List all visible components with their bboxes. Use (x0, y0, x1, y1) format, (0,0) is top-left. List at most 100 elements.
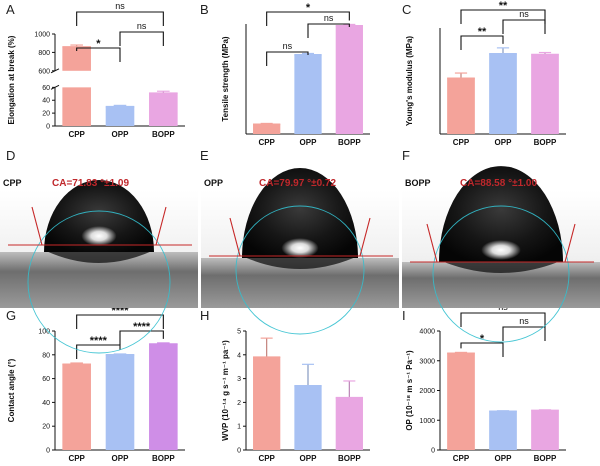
x-tick-label: CPP (68, 454, 85, 463)
bar-opp (489, 411, 517, 450)
bar-cpp (447, 353, 475, 450)
y-tick-label: 20 (42, 111, 50, 118)
panel-c: C Young's modulus (MPa) CPP OPP BOPP ** ns ** (402, 0, 566, 147)
panel-b: B Tensile strength (MPa) CPP OPP BOPP ns ns * (200, 2, 370, 147)
significance-label: **** (133, 321, 151, 333)
significance-bracket (76, 47, 121, 62)
significance-bracket (119, 31, 164, 46)
sample-label: CPP (3, 178, 22, 188)
x-tick-label: BOPP (338, 138, 361, 147)
bar-opp (105, 354, 135, 450)
fitted-circle (27, 210, 171, 354)
x-tick-label: OPP (495, 454, 513, 463)
panel-d: D CPP CA=71.83 °±1.09 (0, 148, 198, 354)
panel-h: H 0 1 2 3 4 5 WVP (10⁻¹⁴ g s⁻¹ m⁻¹ pa⁻¹) CPP OPP B… (200, 308, 370, 463)
panel-g: G 0 20 40 60 80 100 Contact angle (°) CPP OPP BOPP… (6, 305, 185, 463)
x-tick-label: OPP (112, 130, 130, 139)
y-tick-label: 5 (237, 329, 241, 336)
bar-bopp (149, 344, 178, 450)
bar-bopp (335, 397, 363, 450)
y-axis-label: OP (10⁻¹⁸ m s⁻¹ Pa⁻¹) (405, 350, 414, 431)
highlight-spot (481, 240, 521, 260)
x-tick-label: CPP (453, 454, 470, 463)
y-axis-label: WVP (10⁻¹⁴ g s⁻¹ m⁻¹ pa⁻¹) (221, 340, 230, 441)
y-tick-label: 3 (237, 376, 241, 383)
y-tick-label: 800 (38, 50, 50, 57)
significance-label: **** (90, 335, 108, 347)
y-tick-label: 3000 (419, 358, 435, 365)
significance-bracket (76, 11, 164, 26)
y-tick-label: 4 (237, 352, 241, 359)
significance-bracket (460, 342, 504, 357)
contact-angle-label: CA=79.97 °±0.72 (259, 178, 336, 189)
significance-label: ** (499, 0, 508, 12)
significance-label: * (480, 333, 485, 345)
panel-letter-b: B (200, 2, 209, 17)
significance-bracket (460, 312, 546, 327)
y-tick-label: 40 (42, 98, 50, 105)
contact-angle-label: CA=88.58 °±1.00 (460, 178, 537, 189)
tangent-line-left (229, 217, 241, 257)
y-tick-label: 0 (431, 448, 435, 455)
droplet-reflection (48, 252, 150, 263)
y-tick-label: 4000 (419, 329, 435, 336)
y-tick-label: 0 (237, 448, 241, 455)
y-axis-label: Young's modulus (MPa) (405, 36, 414, 127)
droplet-reflection (246, 258, 354, 269)
y-tick-label: 40 (42, 400, 50, 407)
sample-label: OPP (204, 178, 223, 188)
x-tick-label: OPP (495, 138, 513, 147)
x-tick-label: OPP (300, 138, 318, 147)
bar-cpp-lower (62, 87, 91, 126)
y-tick-label: 1 (237, 424, 241, 431)
x-tick-label: OPP (112, 454, 130, 463)
bar-cpp (62, 364, 91, 450)
bar-cpp (253, 357, 281, 450)
water-droplet (242, 168, 358, 258)
panel-a: A 600 800 1000 0 20 40 60 Elongation at break (%… (6, 1, 185, 139)
significance-bracket (266, 11, 350, 26)
bar-cpp (253, 124, 281, 134)
y-axis-label: Tensile strength (MPa) (221, 36, 230, 122)
y-tick-label: 2 (237, 400, 241, 407)
highlight-spot (281, 238, 319, 258)
y-axis-label: Elongation at break (%) (7, 35, 16, 124)
panel-letter-g: G (6, 308, 16, 323)
y-tick-label: 60 (42, 85, 50, 92)
y-tick-label: 1000 (419, 418, 435, 425)
panel-f: F BOPP CA=88.58 °±1.00 (402, 148, 600, 343)
fitted-circle (235, 205, 365, 335)
x-tick-label: BOPP (338, 454, 361, 463)
significance-label: ns (519, 316, 529, 326)
tangent-line-left (31, 206, 43, 246)
tangent-line-left (426, 223, 438, 263)
x-tick-label: CPP (258, 138, 275, 147)
fitted-circle (432, 205, 570, 343)
significance-bracket (266, 51, 309, 66)
significance-bracket (119, 330, 164, 345)
y-tick-label: 80 (42, 352, 50, 359)
panel-letter-i: I (402, 308, 406, 323)
x-tick-label: BOPP (152, 454, 175, 463)
significance-bracket (460, 35, 504, 50)
droplet-reflection (443, 262, 559, 273)
y-tick-label: 60 (42, 376, 50, 383)
bar-cpp (62, 46, 91, 71)
significance-label: ns (137, 21, 147, 31)
bar-bopp (149, 93, 178, 126)
tangent-line-right (564, 223, 576, 263)
y-axis-label: Contact angle (°) (7, 358, 16, 422)
bar-cpp (447, 78, 475, 134)
tangent-line-right (359, 217, 371, 257)
bar-bopp (531, 410, 559, 450)
panel-i: I 0 1000 2000 3000 4000 OP (10⁻¹⁸ m s⁻¹ Pa⁻¹) C… (402, 302, 566, 463)
y-tick-label: 1000 (34, 32, 50, 39)
significance-label: * (96, 38, 101, 50)
bar-opp (294, 385, 322, 450)
significance-label: ns (283, 41, 293, 51)
x-tick-label: CPP (453, 138, 470, 147)
y-tick-label: 0 (46, 448, 50, 455)
x-tick-label: BOPP (534, 138, 557, 147)
x-tick-label: BOPP (152, 130, 175, 139)
